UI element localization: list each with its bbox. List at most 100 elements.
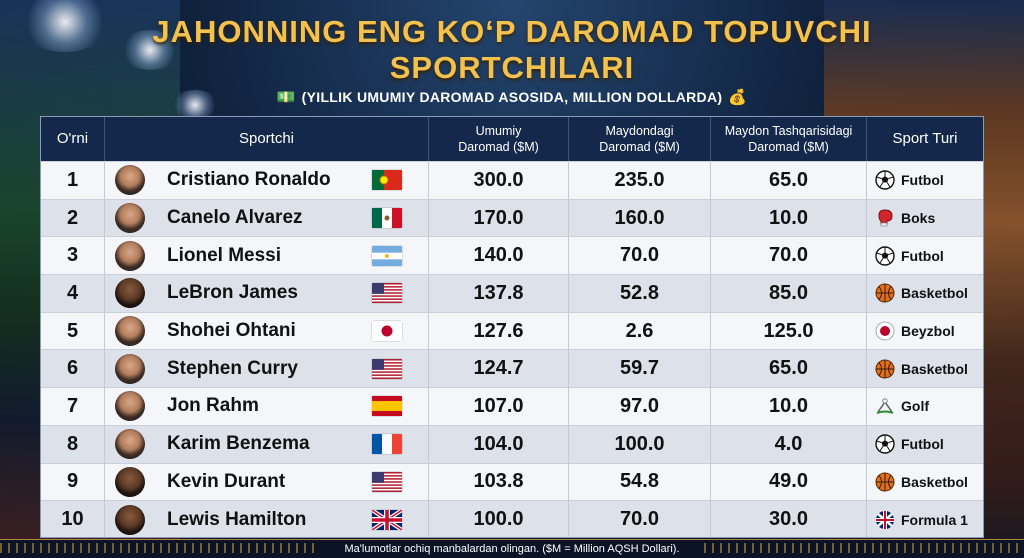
athlete-avatar bbox=[115, 203, 145, 234]
cell-athlete: Shohei Ohtani bbox=[105, 312, 429, 350]
usa-flag-icon bbox=[372, 358, 402, 379]
athlete-avatar bbox=[115, 504, 145, 535]
cell-on-field: 97.0 bbox=[569, 388, 711, 425]
soccer-ball-icon bbox=[875, 170, 895, 191]
header-off-field-label: Maydon Tashqarisidagi Daromad ($M) bbox=[724, 124, 853, 154]
basketball-icon bbox=[875, 359, 895, 379]
header-on-field: Maydondagi Daromad ($M) bbox=[569, 117, 711, 161]
cell-on-field: 54.8 bbox=[569, 463, 711, 501]
cell-athlete: Karim Benzema bbox=[105, 425, 429, 463]
table-row: 5 Shohei Ohtani 127.6 2.6 125.0 Beyzbol bbox=[41, 311, 983, 350]
table-row: 10 Lewis Hamilton 100.0 70.0 30.0 Formula 1 bbox=[41, 500, 983, 537]
athlete-name: Canelo Alvarez bbox=[167, 207, 303, 229]
sport-label: Basketbol bbox=[901, 473, 968, 490]
athlete-name: Kevin Durant bbox=[167, 470, 286, 492]
table-row: 9 Kevin Durant 103.8 54.8 49.0 Basketbol bbox=[41, 462, 983, 501]
sport-label: Basketbol bbox=[901, 285, 968, 302]
decorative-border bbox=[0, 543, 320, 553]
france-flag-icon bbox=[372, 434, 402, 455]
cell-on-field: 160.0 bbox=[569, 199, 711, 237]
cell-sport: Formula 1 bbox=[867, 501, 983, 537]
uk-flag-icon bbox=[875, 510, 895, 530]
footer-band bbox=[0, 539, 1024, 558]
header-sport: Sport Turi bbox=[892, 130, 958, 147]
page-subtitle: 💵 (YILLIK UMUMIY DAROMAD ASOSIDA, MILLION… bbox=[0, 88, 1024, 106]
athlete-name: Shohei Ohtani bbox=[167, 320, 296, 342]
cell-athlete: LeBron James bbox=[105, 275, 429, 312]
table-body: 1 Cristiano Ronaldo 300.0 235.0 65.0 Futbol 2 C… bbox=[41, 161, 983, 537]
sport-label: Basketbol bbox=[901, 360, 968, 377]
header-off-field: Maydon Tashqarisidagi Daromad ($M) bbox=[711, 117, 867, 161]
stadium-light bbox=[120, 30, 180, 70]
table-row: 1 Cristiano Ronaldo 300.0 235.0 65.0 Futbol bbox=[41, 161, 983, 199]
cell-total: 140.0 bbox=[429, 237, 569, 275]
subtitle-text: (YILLIK UMUMIY DAROMAD ASOSIDA, MILLION … bbox=[301, 89, 723, 105]
cell-athlete: Lionel Messi bbox=[105, 237, 429, 275]
table-row: 6 Stephen Curry 124.7 59.7 65.0 Basketbol bbox=[41, 349, 983, 388]
money-bag-icon: 💰 bbox=[728, 89, 748, 106]
boxing-glove-icon bbox=[875, 208, 895, 228]
cell-total: 300.0 bbox=[429, 162, 569, 199]
cell-total: 127.6 bbox=[429, 312, 569, 350]
cell-rank: 8 bbox=[41, 425, 105, 463]
cell-sport: Basketbol bbox=[867, 464, 983, 501]
title-line-1: JAHONNING ENG KO‘P DAROMAD TOPUVCHI bbox=[152, 14, 872, 49]
cell-off-field: 65.0 bbox=[711, 162, 867, 199]
cell-total: 103.8 bbox=[429, 463, 569, 501]
golf-icon bbox=[875, 396, 895, 416]
cell-off-field: 30.0 bbox=[711, 501, 867, 537]
cell-on-field: 70.0 bbox=[569, 237, 711, 275]
cell-rank: 2 bbox=[41, 199, 105, 237]
cell-total: 137.8 bbox=[429, 275, 569, 312]
cell-rank: 7 bbox=[41, 388, 105, 425]
header-on-field-label: Maydondagi Daromad ($M) bbox=[599, 124, 680, 154]
stadium-light bbox=[20, 0, 110, 52]
athlete-avatar bbox=[115, 278, 145, 309]
basketball-icon bbox=[875, 472, 895, 492]
table-row: 8 Karim Benzema 104.0 100.0 4.0 Futbol bbox=[41, 424, 983, 463]
athlete-avatar bbox=[115, 240, 145, 271]
cell-on-field: 235.0 bbox=[569, 162, 711, 199]
athlete-avatar bbox=[115, 391, 145, 422]
page-title: JAHONNING ENG KO‘P DAROMAD TOPUVCHI SPOR… bbox=[0, 14, 1024, 86]
cell-sport: Futbol bbox=[867, 426, 983, 463]
cell-sport: Futbol bbox=[867, 237, 983, 274]
title-line-2: SPORTCHILARI bbox=[389, 50, 635, 85]
soccer-ball-icon bbox=[875, 434, 895, 454]
athlete-avatar bbox=[115, 429, 145, 460]
athlete-name: Lionel Messi bbox=[167, 244, 282, 266]
cell-sport: Beyzbol bbox=[867, 313, 983, 350]
cell-total: 107.0 bbox=[429, 388, 569, 425]
cell-on-field: 59.7 bbox=[569, 350, 711, 388]
cell-on-field: 52.8 bbox=[569, 275, 711, 312]
japan-flag-icon bbox=[372, 321, 402, 342]
usa-flag-icon bbox=[372, 471, 402, 492]
sport-label: Boks bbox=[901, 210, 936, 227]
header-athlete: Sportchi bbox=[105, 117, 429, 161]
cell-on-field: 2.6 bbox=[569, 312, 711, 350]
table-row: 4 LeBron James 137.8 52.8 85.0 Basketbol bbox=[41, 274, 983, 312]
cell-rank: 3 bbox=[41, 237, 105, 275]
cell-rank: 1 bbox=[41, 162, 105, 199]
usa-flag-icon bbox=[372, 283, 402, 304]
cell-rank: 4 bbox=[41, 275, 105, 312]
header-total: Umumiy Daromad ($M) bbox=[429, 117, 569, 161]
argentina-flag-icon bbox=[372, 245, 402, 266]
earnings-table: O'rni Sportchi Umumiy Daromad ($M) Maydo… bbox=[40, 116, 984, 538]
cell-off-field: 70.0 bbox=[711, 237, 867, 275]
cell-off-field: 10.0 bbox=[711, 388, 867, 425]
cell-sport: Basketbol bbox=[867, 275, 983, 312]
athlete-name: Stephen Curry bbox=[167, 357, 298, 379]
sport-label: Golf bbox=[901, 398, 929, 415]
cell-athlete: Kevin Durant bbox=[105, 463, 429, 501]
header-total-label: Umumiy Daromad ($M) bbox=[458, 124, 539, 154]
baseball-icon bbox=[875, 321, 895, 341]
basketball-icon bbox=[875, 283, 895, 303]
cell-sport: Futbol bbox=[867, 162, 983, 199]
cell-athlete: Lewis Hamilton bbox=[105, 501, 429, 537]
soccer-ball-icon bbox=[875, 246, 895, 266]
footer-note: Ma'lumotlar ochiq manbalardan olingan. (… bbox=[344, 543, 680, 555]
table-header: O'rni Sportchi Umumiy Daromad ($M) Maydo… bbox=[41, 117, 983, 161]
money-stack-icon: 💵 bbox=[276, 89, 296, 106]
cell-off-field: 4.0 bbox=[711, 425, 867, 463]
